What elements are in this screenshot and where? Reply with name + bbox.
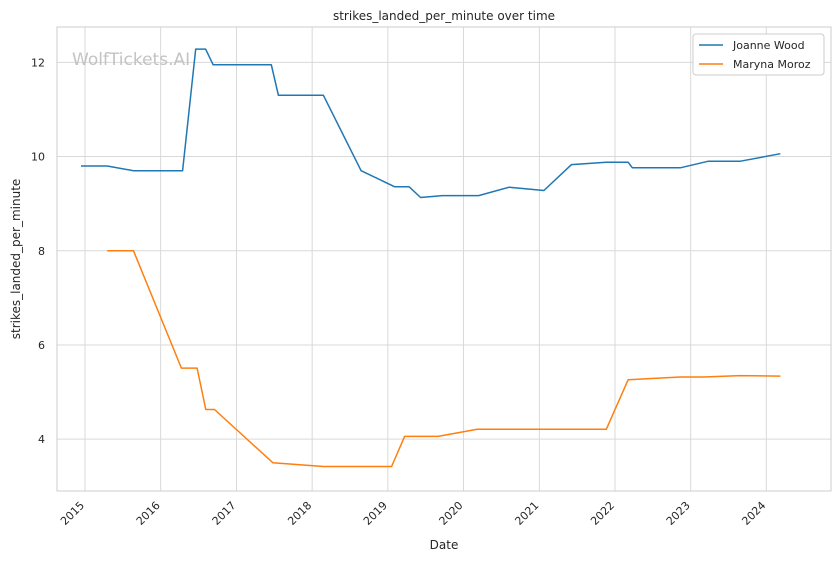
- grid: [57, 27, 831, 491]
- series-line-maryna-moroz: [107, 250, 781, 468]
- y-tick-label: 10: [31, 151, 45, 164]
- legend-box: [692, 33, 825, 76]
- y-axis-ticks: 4 6 8 10 12: [31, 56, 45, 446]
- y-tick-label: 4: [38, 433, 45, 446]
- y-tick-label: 6: [38, 339, 45, 352]
- y-axis-label: strikes_landed_per_minute: [9, 179, 23, 340]
- watermark: WolfTickets.AI: [72, 50, 190, 70]
- series-line-joanne-wood: [81, 48, 781, 199]
- series-layer: [81, 48, 781, 468]
- y-tick-label: 8: [38, 245, 45, 258]
- y-tick-label: 12: [31, 56, 45, 69]
- chart-title: strikes_landed_per_minute over time: [333, 9, 555, 23]
- x-axis-label: Date: [430, 538, 459, 552]
- legend: Joanne Wood Maryna Moroz: [692, 33, 825, 76]
- plot-frame: [56, 26, 832, 492]
- legend-label: Joanne Wood: [732, 39, 805, 52]
- legend-label: Maryna Moroz: [733, 58, 811, 71]
